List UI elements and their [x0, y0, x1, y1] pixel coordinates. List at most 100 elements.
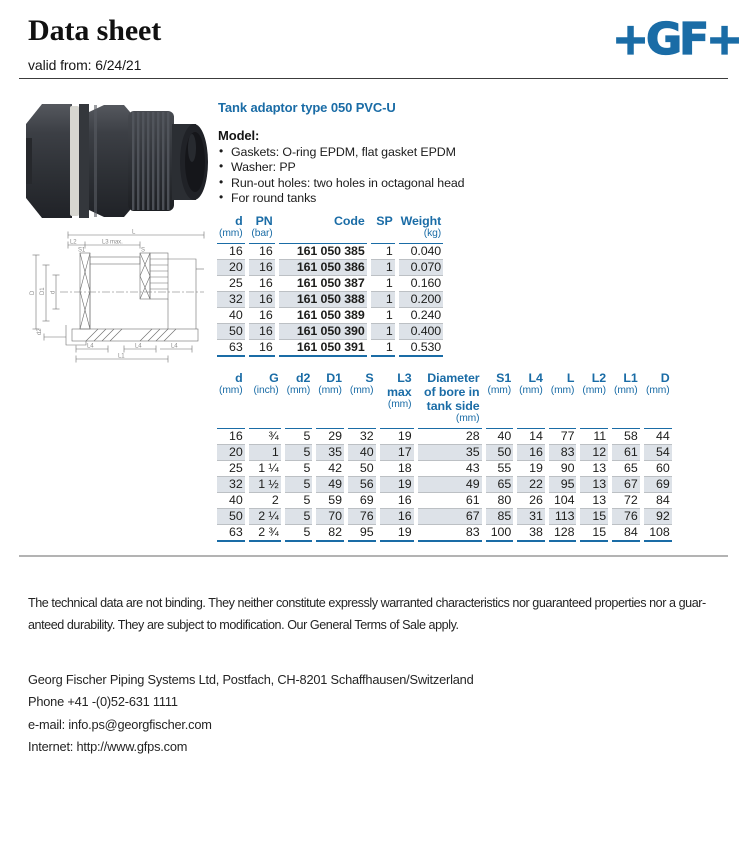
table-cell: 84 [612, 525, 640, 542]
table-cell: 69 [643, 477, 672, 493]
table-cell: 16 [217, 244, 245, 260]
table-cell: 42 [316, 461, 344, 477]
table-cell: 2 ¾ [248, 525, 281, 542]
table-cell: 83 [548, 445, 577, 461]
disclaimer-text: The technical data are not binding. They… [28, 592, 744, 637]
column-header: PN (bar) [248, 214, 275, 244]
table-cell: 16 [379, 493, 414, 509]
table-cell: 29 [316, 429, 344, 445]
company-contact-block: Georg Fischer Piping Systems Ltd, Postfa… [28, 669, 474, 759]
table-row: 16 ¾ 5 29 32 19 28 40 14 77 11 58 44 [217, 429, 672, 445]
column-header: L3 max (mm) [379, 371, 414, 429]
column-header: Weight (kg) [398, 214, 444, 244]
union-nut [128, 111, 174, 211]
table-cell: 20 [217, 445, 245, 461]
table-cell: 16 [248, 340, 275, 357]
model-bullet-list: Gaskets: O-ring EPDM, flat gasket EPDMWa… [218, 144, 465, 207]
column-header: L2 (mm) [580, 371, 608, 429]
table-cell: 15 [580, 525, 608, 542]
column-header: d (mm) [217, 214, 245, 244]
table-cell: 69 [347, 493, 376, 509]
table-row: 20 16 161 050 386 1 0.070 [217, 260, 444, 276]
table-cell: 84 [643, 493, 672, 509]
table-cell: 0.160 [398, 276, 444, 292]
dim-label-L4: L4 [87, 344, 94, 350]
table-cell: 13 [580, 477, 608, 493]
table-cell: 5 [284, 461, 313, 477]
table-row: 25 16 161 050 387 1 0.160 [217, 276, 444, 292]
table-cell: 19 [379, 477, 414, 493]
table-cell: 61 [417, 493, 482, 509]
table-cell: 76 [347, 509, 376, 525]
column-header: D1 (mm) [316, 371, 344, 429]
page-title: Data sheet [28, 14, 162, 47]
table-cell: 5 [284, 493, 313, 509]
table-cell: 161 050 385 [278, 244, 367, 260]
table-cell: 43 [417, 461, 482, 477]
model-bullet: Washer: PP [218, 159, 464, 175]
product-title: Tank adaptor type 050 PVC-U [218, 100, 396, 115]
contact-line: Georg Fischer Piping Systems Ltd, Postfa… [28, 672, 474, 687]
dim-label-L1: L1 [118, 354, 125, 360]
table-cell: 95 [347, 525, 376, 542]
table-cell: 128 [548, 525, 577, 542]
table-cell: 67 [612, 477, 640, 493]
table-cell: 65 [612, 461, 640, 477]
column-header: Diameter of bore in tank side (mm) [417, 371, 482, 429]
table-cell: 1 [370, 308, 395, 324]
column-header: L4 (mm) [517, 371, 545, 429]
table-cell: 11 [580, 429, 608, 445]
table-row: 20 1 5 35 40 17 35 50 16 83 12 61 54 [217, 445, 672, 461]
table-cell: 104 [548, 493, 577, 509]
table-cell: 19 [379, 429, 414, 445]
table-cell: 63 [217, 340, 245, 357]
column-header: S1 (mm) [485, 371, 514, 429]
table-cell: 1 [370, 260, 395, 276]
model-bullet: Gaskets: O-ring EPDM, flat gasket EPDM [218, 144, 464, 160]
table-row: 40 2 5 59 69 16 61 80 26 104 13 72 84 [217, 493, 672, 509]
gf-logo: +GF+ [611, 14, 743, 65]
column-header: G (inch) [248, 371, 281, 429]
table-cell: 25 [217, 461, 245, 477]
table-cell: 16 [248, 276, 275, 292]
table-cell: 16 [517, 445, 545, 461]
table-cell: 82 [316, 525, 344, 542]
table-cell: 161 050 389 [278, 308, 367, 324]
table-cell: 25 [217, 276, 245, 292]
table-cell: 0.040 [398, 244, 444, 260]
table-row: 16 16 161 050 385 1 0.040 [217, 244, 444, 260]
dim-label-S1: S1 [78, 248, 86, 254]
table-cell: 1 [370, 276, 395, 292]
table-cell: 35 [316, 445, 344, 461]
table-cell: 85 [485, 509, 514, 525]
table-cell: 161 050 387 [278, 276, 367, 292]
table-cell: 161 050 388 [278, 292, 367, 308]
column-header: d2 (mm) [284, 371, 313, 429]
dim-label-L: L [132, 230, 136, 236]
table-cell: 16 [248, 308, 275, 324]
dim-label-L4: L4 [135, 344, 142, 350]
table-cell: 0.240 [398, 308, 444, 324]
table-cell: 61 [612, 445, 640, 461]
table-cell: 1 [248, 445, 281, 461]
table-cell: 40 [217, 493, 245, 509]
dim-label-d2: d2 [37, 328, 43, 335]
model-bullet: For round tanks [218, 190, 464, 206]
table-cell: 0.200 [398, 292, 444, 308]
table-cell: 50 [485, 445, 514, 461]
table-cell: 1 [370, 292, 395, 308]
table-cell: 32 [217, 477, 245, 493]
table-row: 50 16 161 050 390 1 0.400 [217, 324, 444, 340]
table-cell: 65 [485, 477, 514, 493]
table-cell: 0.400 [398, 324, 444, 340]
table-cell: 35 [417, 445, 482, 461]
column-header: S (mm) [347, 371, 376, 429]
table-cell: 77 [548, 429, 577, 445]
table-row: 32 1 ½ 5 49 56 19 49 65 22 95 13 67 69 [217, 477, 672, 493]
table-cell: 19 [517, 461, 545, 477]
table-cell: 5 [284, 509, 313, 525]
table-cell: 5 [284, 525, 313, 542]
header-divider [19, 78, 728, 79]
table-cell: 32 [347, 429, 376, 445]
